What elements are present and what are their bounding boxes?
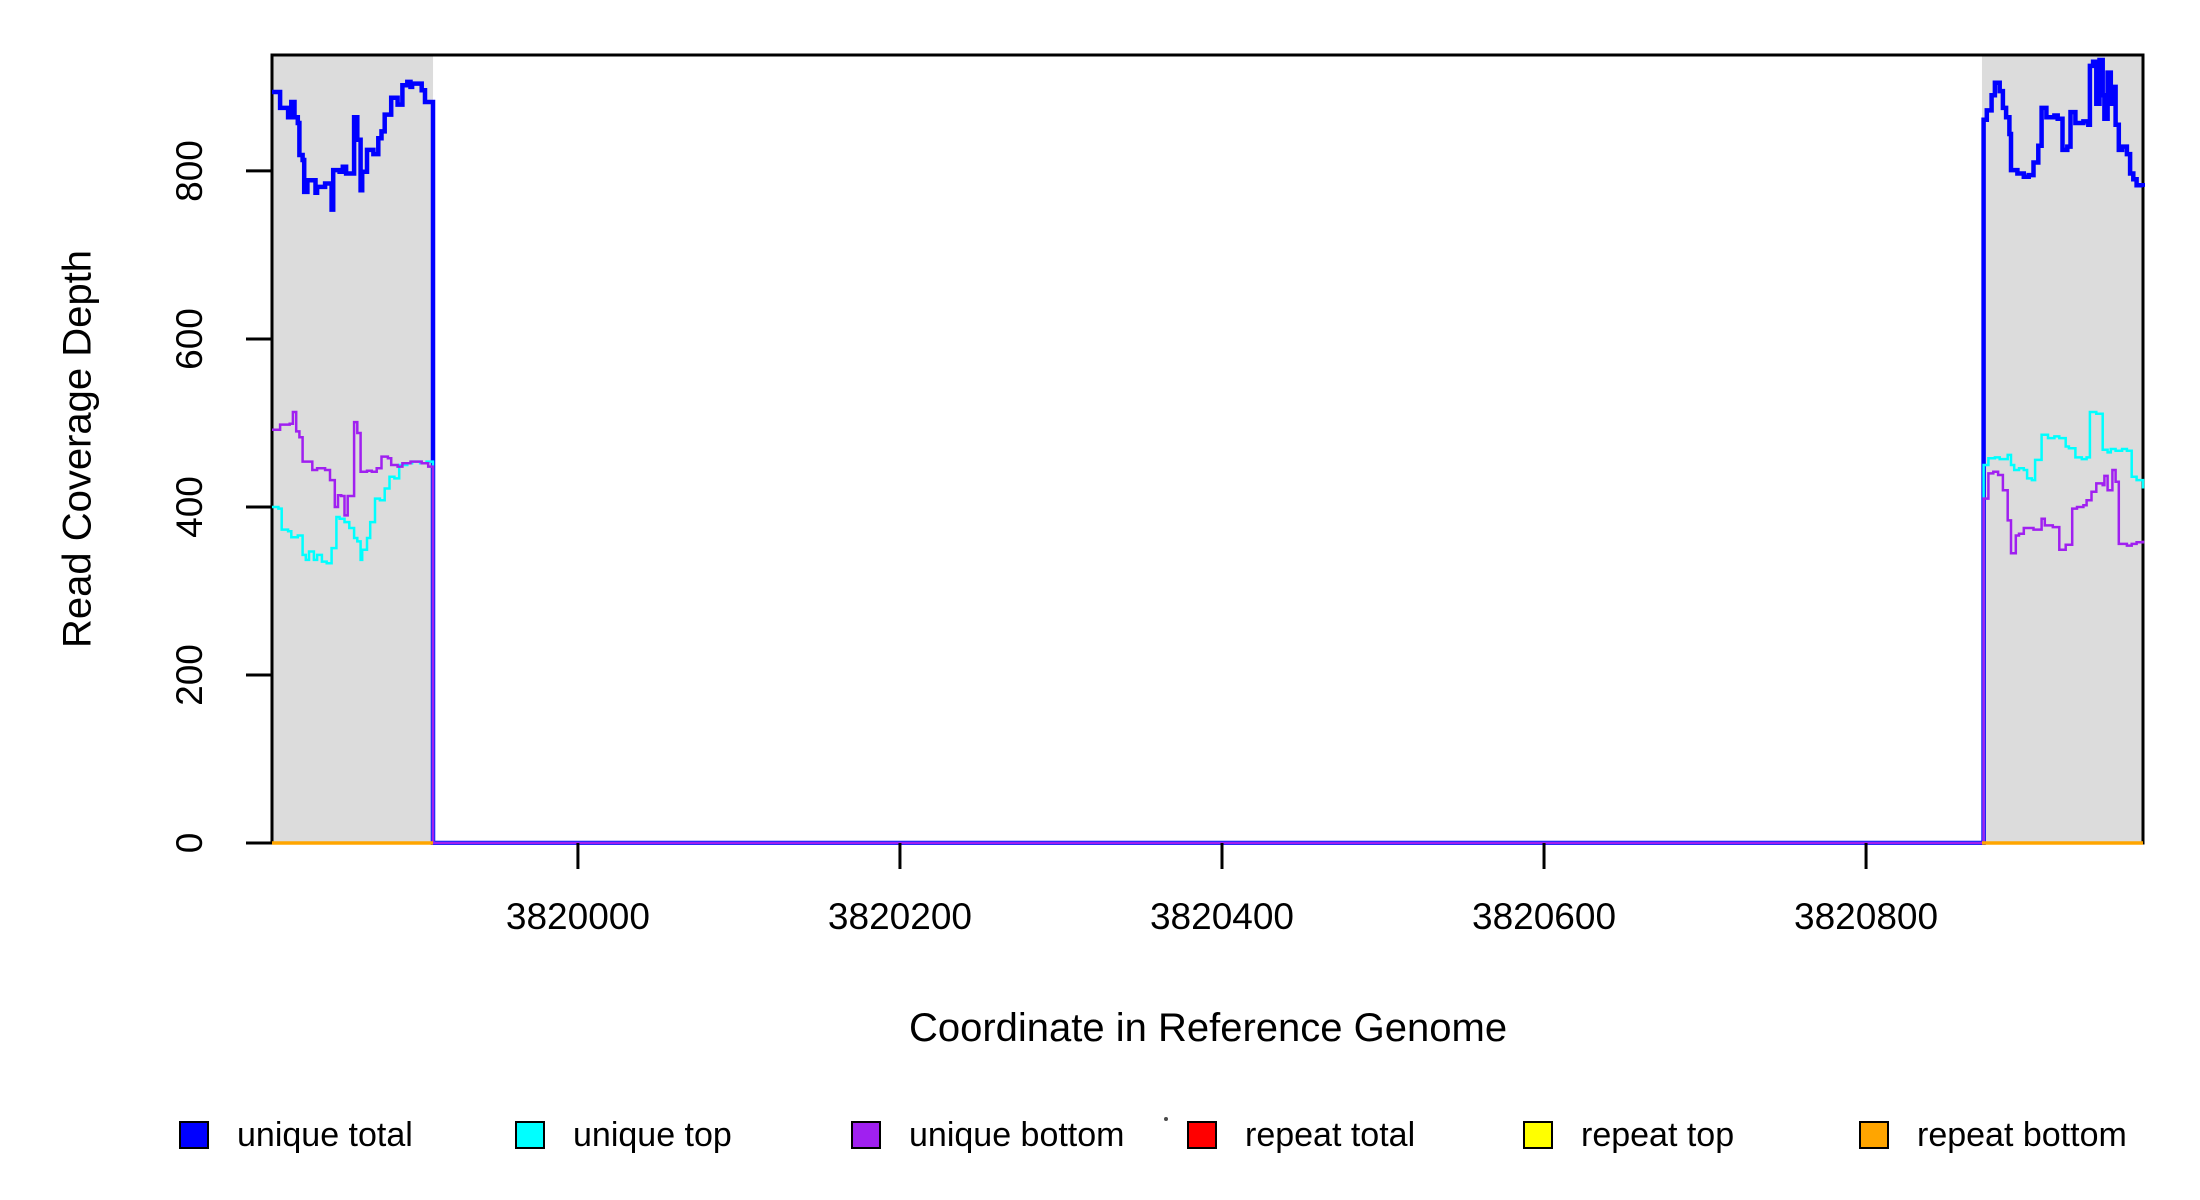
y-axis-title: Read Coverage Depth — [55, 249, 100, 649]
legend-label: repeat top — [1581, 1115, 1735, 1154]
repeat-bottom-swatch-icon — [1859, 1121, 1889, 1149]
y-tick-label: 600 — [169, 308, 210, 370]
legend-label: unique top — [573, 1115, 732, 1154]
legend-item-unique-total: unique total — [179, 1116, 413, 1154]
legend-label: repeat bottom — [1917, 1115, 2127, 1154]
legend-item-repeat-bottom: repeat bottom — [1859, 1116, 2127, 1154]
unique-bottom-swatch-icon — [851, 1121, 881, 1149]
legend-label: unique bottom — [909, 1115, 1125, 1154]
x-tick-label: 3820400 — [1149, 896, 1295, 937]
y-tick-label: 200 — [169, 644, 210, 706]
legend-item-repeat-top: repeat top — [1523, 1116, 1734, 1154]
x-tick-label: 3820200 — [827, 896, 972, 937]
unique-top-swatch-icon — [515, 1121, 545, 1149]
repeat-total-swatch-icon — [1187, 1121, 1217, 1149]
repeat-top-swatch-icon — [1523, 1121, 1553, 1149]
legend-item-unique-bottom: unique bottom — [851, 1116, 1125, 1154]
y-tick-label: 800 — [169, 140, 210, 202]
legend-label: repeat total — [1245, 1115, 1416, 1154]
legend-item-unique-top: unique top — [515, 1116, 732, 1154]
x-tick-label: 3820600 — [1471, 896, 1617, 937]
legend-item-repeat-total: repeat total — [1187, 1116, 1415, 1154]
x-axis-title: Coordinate in Reference Genome — [908, 1006, 1508, 1050]
y-tick-label: 400 — [169, 476, 210, 538]
y-tick-label: 0 — [169, 832, 210, 854]
x-tick-label: 3820800 — [1794, 896, 1939, 937]
stray-dot — [1164, 1117, 1168, 1121]
x-tick-label: 3820000 — [505, 896, 650, 937]
unique-total-swatch-icon — [179, 1121, 209, 1149]
legend-label: unique total — [237, 1115, 413, 1154]
